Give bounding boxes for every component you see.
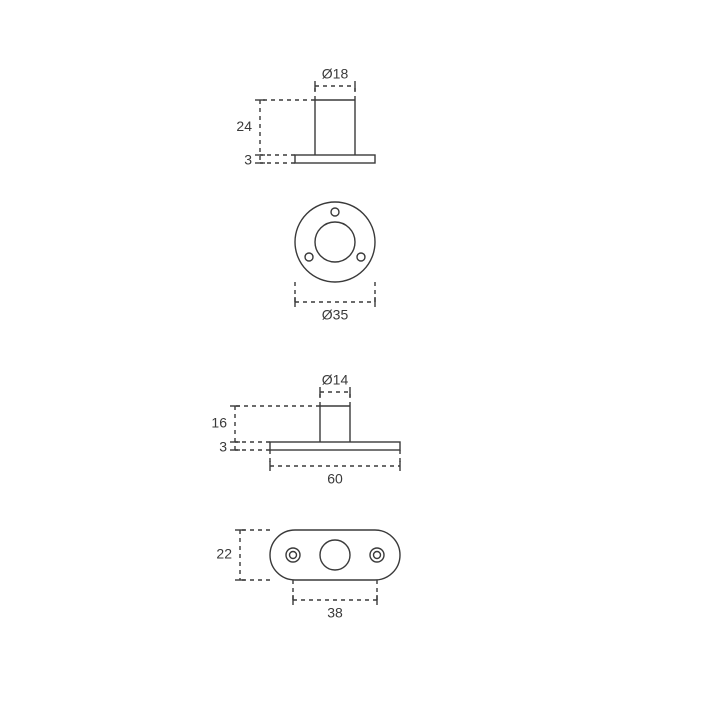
svg-text:3: 3	[219, 439, 227, 455]
svg-text:38: 38	[327, 605, 343, 621]
svg-text:16: 16	[211, 415, 227, 431]
svg-text:60: 60	[327, 471, 343, 487]
svg-text:Ø18: Ø18	[322, 66, 349, 82]
svg-text:Ø14: Ø14	[322, 372, 349, 388]
svg-text:24: 24	[236, 118, 252, 134]
svg-text:3: 3	[244, 152, 252, 168]
svg-text:Ø35: Ø35	[322, 307, 349, 323]
svg-text:22: 22	[216, 546, 232, 562]
